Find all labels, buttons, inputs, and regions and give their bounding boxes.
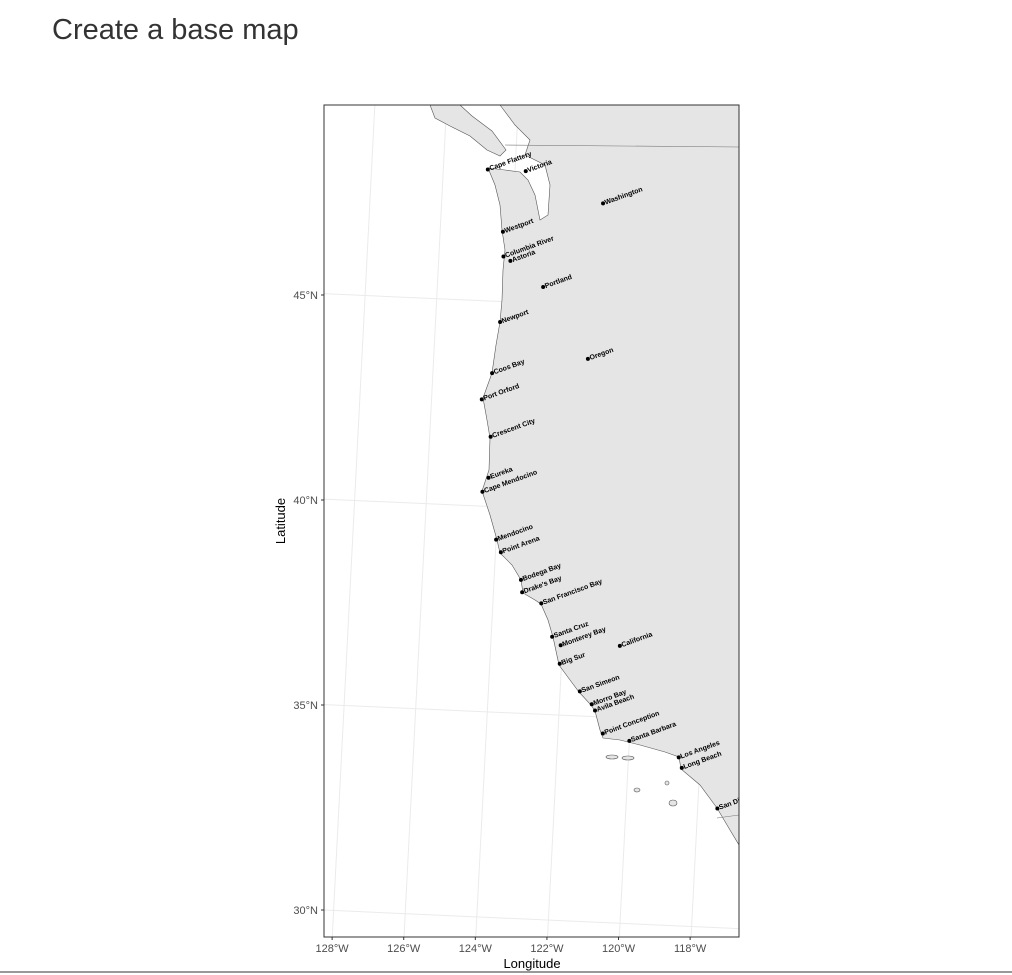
place-point	[498, 550, 503, 555]
y-tick-label: 35°N	[293, 700, 318, 712]
place-point	[600, 731, 605, 736]
grid-line	[324, 909, 739, 930]
y-tick-label: 30°N	[293, 905, 318, 917]
x-axis-title: Longitude	[503, 956, 560, 971]
y-axis-title: Latitude	[273, 498, 288, 544]
place-point	[486, 475, 491, 480]
place-point	[480, 489, 485, 494]
place-point	[676, 755, 681, 760]
place-point	[523, 169, 528, 174]
page-title: Create a base map	[52, 14, 299, 46]
place-point	[593, 708, 598, 713]
place-point	[520, 590, 525, 595]
place-point	[494, 537, 499, 542]
place-point	[550, 634, 555, 639]
x-tick-label: 126°W	[387, 943, 421, 955]
place-point	[518, 577, 523, 582]
place-point	[539, 601, 544, 606]
x-tick-label: 124°W	[459, 943, 493, 955]
place-point	[541, 285, 546, 289]
place-point	[501, 254, 506, 259]
place-point	[498, 320, 503, 325]
place-point	[589, 702, 594, 707]
island	[668, 799, 678, 807]
place-point	[601, 201, 606, 206]
island	[664, 780, 670, 786]
border	[716, 814, 739, 819]
island	[633, 787, 641, 793]
island	[621, 755, 635, 761]
axes: 128°W 126°W 124°W 122°W 120°W 118°W 30°N 35°N 40…	[293, 290, 706, 955]
y-tick-label: 40°N	[293, 495, 318, 507]
place-point	[485, 167, 490, 172]
place-point	[577, 689, 582, 694]
x-tick-label: 120°W	[602, 943, 636, 955]
place-point	[508, 258, 513, 263]
land	[429, 105, 739, 846]
place-point	[490, 371, 495, 376]
place-point	[500, 229, 505, 234]
place-point	[617, 643, 622, 648]
border	[504, 144, 739, 148]
x-tick-label: 118°W	[674, 943, 707, 955]
grid-line	[324, 704, 739, 724]
place-point	[479, 397, 484, 402]
grid-line	[403, 105, 448, 937]
x-tick-label: 122°W	[530, 943, 564, 955]
place-point	[557, 661, 562, 666]
place-point	[488, 434, 493, 439]
place-point	[715, 806, 720, 811]
place-point	[558, 643, 563, 648]
place-point	[627, 738, 632, 743]
panel-border	[323, 104, 740, 938]
x-tick-label: 128°W	[316, 943, 350, 955]
island	[605, 754, 619, 760]
mainland	[481, 105, 739, 846]
y-tick-label: 45°N	[293, 290, 318, 302]
place-point	[585, 356, 590, 361]
place-point	[679, 765, 684, 770]
grid-line	[331, 105, 376, 937]
vancouver-island	[429, 105, 507, 157]
